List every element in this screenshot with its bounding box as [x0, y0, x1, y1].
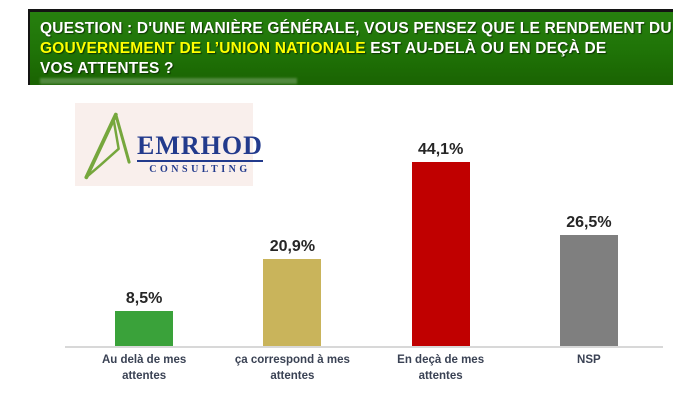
- chart-baseline: [65, 346, 663, 348]
- bar-chart: 8,5% 20,9% 44,1% 26,5%: [70, 140, 663, 346]
- emrhod-logo: EMRHOD CONSULTING: [75, 103, 263, 186]
- question-line-2-rest: EST AU-DELÀ OU EN DEÇÀ DE: [365, 40, 607, 57]
- bar-value-label: 8,5%: [125, 290, 163, 307]
- bar-value-label: 20,9%: [269, 238, 316, 255]
- question-banner: QUESTION : D'UNE MANIÈRE GÉNÉRALE, VOUS …: [28, 9, 673, 85]
- category-label: ça correspond à mes attentes: [234, 354, 350, 382]
- bar-value-label: 44,1%: [417, 141, 464, 158]
- category-label: Au delà de mes attentes: [101, 354, 187, 382]
- bar: [263, 259, 322, 346]
- question-line-2: GOUVERNEMENT DE L’UNION NATIONALE EST AU…: [40, 39, 664, 59]
- bar: [411, 162, 470, 346]
- logo-subtitle: CONSULTING: [149, 163, 251, 175]
- logo-text: EMRHOD CONSULTING: [137, 130, 263, 175]
- category-label: En deçà de mes attentes: [397, 354, 485, 382]
- bar: [559, 235, 618, 346]
- category-label: NSP: [577, 354, 601, 366]
- bar-value-label: 26,5%: [566, 214, 612, 231]
- category-axis: Au delà de mes attentes ça correspond à m…: [70, 353, 663, 384]
- bar-column: 20,9%: [218, 140, 366, 346]
- question-highlight: GOUVERNEMENT DE L’UNION NATIONALE: [40, 40, 366, 57]
- bar: [115, 311, 174, 346]
- bar-column: 26,5%: [515, 140, 663, 346]
- question-line-3: VOS ATTENTES ?: [40, 60, 174, 77]
- bar-column: 8,5%: [70, 140, 218, 346]
- question-line-1: QUESTION : D'UNE MANIÈRE GÉNÉRALE, VOUS …: [40, 20, 672, 37]
- logo-name: EMRHOD: [137, 130, 263, 162]
- bar-column: 44,1%: [367, 140, 515, 346]
- mountain-triangle-icon: [84, 112, 131, 179]
